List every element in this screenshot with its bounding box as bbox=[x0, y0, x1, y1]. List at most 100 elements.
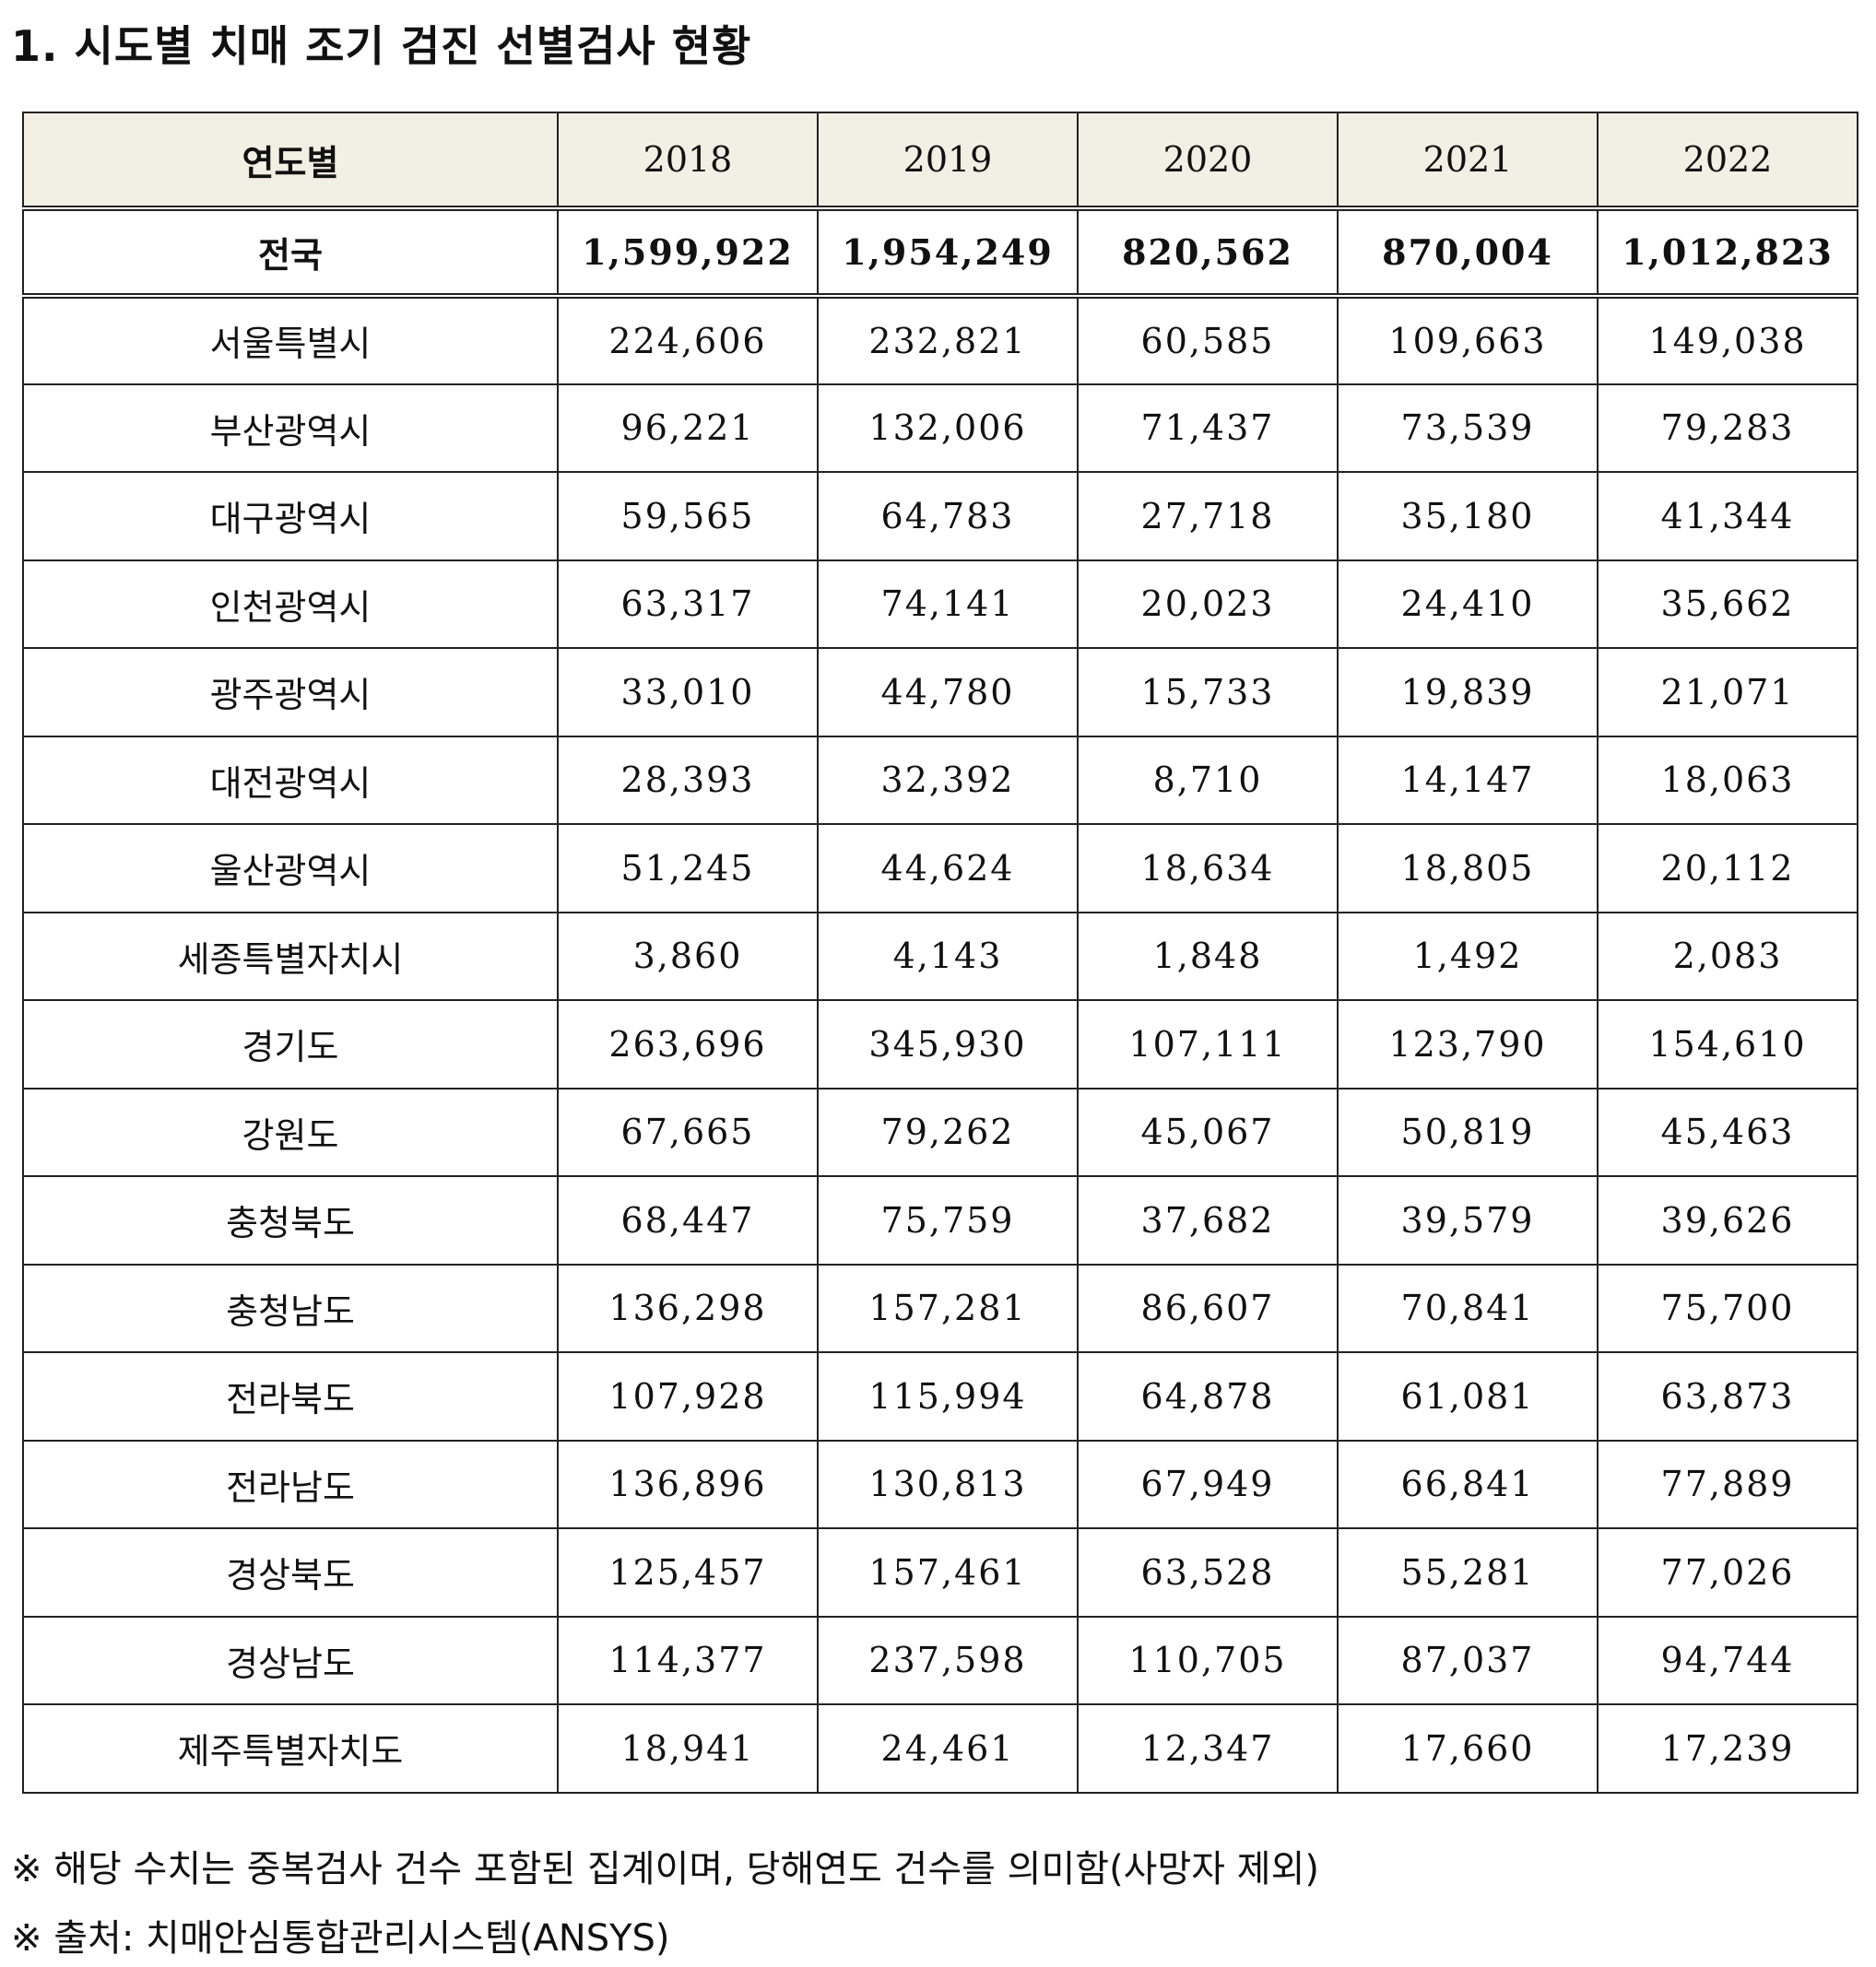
table-row: 충청북도 68,447 75,759 37,682 39,579 39,626 bbox=[22, 1175, 1858, 1266]
cell-value: 224,606 bbox=[557, 295, 819, 385]
cell-value: 232,821 bbox=[817, 295, 1079, 385]
total-value: 820,562 bbox=[1077, 207, 1339, 299]
table-row: 경상남도 114,377 237,598 110,705 87,037 94,744 bbox=[22, 1615, 1858, 1705]
cell-value: 20,023 bbox=[1077, 559, 1339, 649]
cell-value: 132,006 bbox=[817, 383, 1079, 473]
region-name: 대전광역시 bbox=[22, 735, 559, 825]
cell-value: 77,889 bbox=[1597, 1439, 1858, 1529]
table-row: 전라남도 136,896 130,813 67,949 66,841 77,889 bbox=[22, 1439, 1858, 1529]
region-name: 충청남도 bbox=[22, 1263, 559, 1353]
cell-value: 87,037 bbox=[1337, 1615, 1599, 1705]
region-name: 전라북도 bbox=[22, 1351, 559, 1442]
cell-value: 24,410 bbox=[1337, 559, 1599, 649]
cell-value: 60,585 bbox=[1077, 295, 1339, 385]
cell-value: 27,718 bbox=[1077, 471, 1339, 561]
cell-value: 37,682 bbox=[1077, 1175, 1339, 1266]
cell-value: 28,393 bbox=[557, 735, 819, 825]
cell-value: 86,607 bbox=[1077, 1263, 1339, 1353]
cell-value: 55,281 bbox=[1337, 1527, 1599, 1618]
table-row: 강원도 67,665 79,262 45,067 50,819 45,463 bbox=[22, 1087, 1858, 1177]
cell-value: 18,634 bbox=[1077, 823, 1339, 913]
total-value: 1,599,922 bbox=[557, 207, 819, 299]
year-header-2020: 2020 bbox=[1077, 112, 1339, 211]
cell-value: 12,347 bbox=[1077, 1703, 1339, 1794]
table-row: 인천광역시 63,317 74,141 20,023 24,410 35,662 bbox=[22, 559, 1858, 649]
cell-value: 33,010 bbox=[557, 647, 819, 737]
cell-value: 345,930 bbox=[817, 999, 1079, 1090]
region-name: 경상남도 bbox=[22, 1615, 559, 1705]
cell-value: 263,696 bbox=[557, 999, 819, 1090]
cell-value: 66,841 bbox=[1337, 1439, 1599, 1529]
cell-value: 136,896 bbox=[557, 1439, 819, 1529]
cell-value: 109,663 bbox=[1337, 295, 1599, 385]
table-row: 충청남도 136,298 157,281 86,607 70,841 75,700 bbox=[22, 1263, 1858, 1353]
cell-value: 115,994 bbox=[817, 1351, 1079, 1442]
year-header-2022: 2022 bbox=[1597, 112, 1858, 211]
cell-value: 75,759 bbox=[817, 1175, 1079, 1266]
cell-value: 63,317 bbox=[557, 559, 819, 649]
cell-value: 237,598 bbox=[817, 1615, 1079, 1705]
cell-value: 44,624 bbox=[817, 823, 1079, 913]
cell-value: 125,457 bbox=[557, 1527, 819, 1618]
cell-value: 44,780 bbox=[817, 647, 1079, 737]
cell-value: 24,461 bbox=[817, 1703, 1079, 1794]
cell-value: 63,528 bbox=[1077, 1527, 1339, 1618]
cell-value: 136,298 bbox=[557, 1263, 819, 1353]
cell-value: 68,447 bbox=[557, 1175, 819, 1266]
region-name: 세종특별자치시 bbox=[22, 911, 559, 1001]
cell-value: 107,928 bbox=[557, 1351, 819, 1442]
cell-value: 50,819 bbox=[1337, 1087, 1599, 1177]
cell-value: 157,461 bbox=[817, 1527, 1079, 1618]
region-name: 인천광역시 bbox=[22, 559, 559, 649]
table-header-row: 연도별 2018 2019 2020 2021 2022 bbox=[22, 112, 1858, 211]
cell-value: 1,492 bbox=[1337, 911, 1599, 1001]
table-row: 대전광역시 28,393 32,392 8,710 14,147 18,063 bbox=[22, 735, 1858, 825]
cell-value: 39,579 bbox=[1337, 1175, 1599, 1266]
cell-value: 74,141 bbox=[817, 559, 1079, 649]
year-header-2021: 2021 bbox=[1337, 112, 1599, 211]
cell-value: 63,873 bbox=[1597, 1351, 1858, 1442]
table-row: 세종특별자치시 3,860 4,143 1,848 1,492 2,083 bbox=[22, 911, 1858, 1001]
region-name: 부산광역시 bbox=[22, 383, 559, 473]
cell-value: 18,805 bbox=[1337, 823, 1599, 913]
cell-value: 32,392 bbox=[817, 735, 1079, 825]
year-header-2018: 2018 bbox=[557, 112, 819, 211]
table-row: 대구광역시 59,565 64,783 27,718 35,180 41,344 bbox=[22, 471, 1858, 561]
cell-value: 130,813 bbox=[817, 1439, 1079, 1529]
cell-value: 2,083 bbox=[1597, 911, 1858, 1001]
cell-value: 114,377 bbox=[557, 1615, 819, 1705]
cell-value: 35,180 bbox=[1337, 471, 1599, 561]
cell-value: 71,437 bbox=[1077, 383, 1339, 473]
region-name: 제주특별자치도 bbox=[22, 1703, 559, 1794]
footnote-source: ※ 출처: 치매안심통합관리시스템(ANSYS) bbox=[11, 1917, 670, 1960]
cell-value: 45,463 bbox=[1597, 1087, 1858, 1177]
region-name: 강원도 bbox=[22, 1087, 559, 1177]
total-value: 1,012,823 bbox=[1597, 207, 1858, 299]
cell-value: 61,081 bbox=[1337, 1351, 1599, 1442]
cell-value: 73,539 bbox=[1337, 383, 1599, 473]
table-row: 경기도 263,696 345,930 107,111 123,790 154,610 bbox=[22, 999, 1858, 1090]
page-title: 1. 시도별 치매 조기 검진 선별검사 현황 bbox=[11, 21, 752, 71]
table-row: 경상북도 125,457 157,461 63,528 55,281 77,026 bbox=[22, 1527, 1858, 1618]
cell-value: 79,262 bbox=[817, 1087, 1079, 1177]
cell-value: 154,610 bbox=[1597, 999, 1858, 1090]
year-header-2019: 2019 bbox=[817, 112, 1079, 211]
cell-value: 8,710 bbox=[1077, 735, 1339, 825]
cell-value: 96,221 bbox=[557, 383, 819, 473]
region-name: 울산광역시 bbox=[22, 823, 559, 913]
region-name: 광주광역시 bbox=[22, 647, 559, 737]
region-name: 경상북도 bbox=[22, 1527, 559, 1618]
total-label: 전국 bbox=[22, 207, 559, 299]
cell-value: 107,111 bbox=[1077, 999, 1339, 1090]
table-row: 울산광역시 51,245 44,624 18,634 18,805 20,112 bbox=[22, 823, 1858, 913]
cell-value: 15,733 bbox=[1077, 647, 1339, 737]
region-name: 서울특별시 bbox=[22, 295, 559, 385]
table-row: 부산광역시 96,221 132,006 71,437 73,539 79,283 bbox=[22, 383, 1858, 473]
cell-value: 19,839 bbox=[1337, 647, 1599, 737]
cell-value: 110,705 bbox=[1077, 1615, 1339, 1705]
cell-value: 18,941 bbox=[557, 1703, 819, 1794]
total-value: 870,004 bbox=[1337, 207, 1599, 299]
footnote-note: ※ 해당 수치는 중복검사 건수 포함된 집계이며, 당해연도 건수를 의미함(… bbox=[11, 1848, 1319, 1890]
cell-value: 67,949 bbox=[1077, 1439, 1339, 1529]
cell-value: 41,344 bbox=[1597, 471, 1858, 561]
